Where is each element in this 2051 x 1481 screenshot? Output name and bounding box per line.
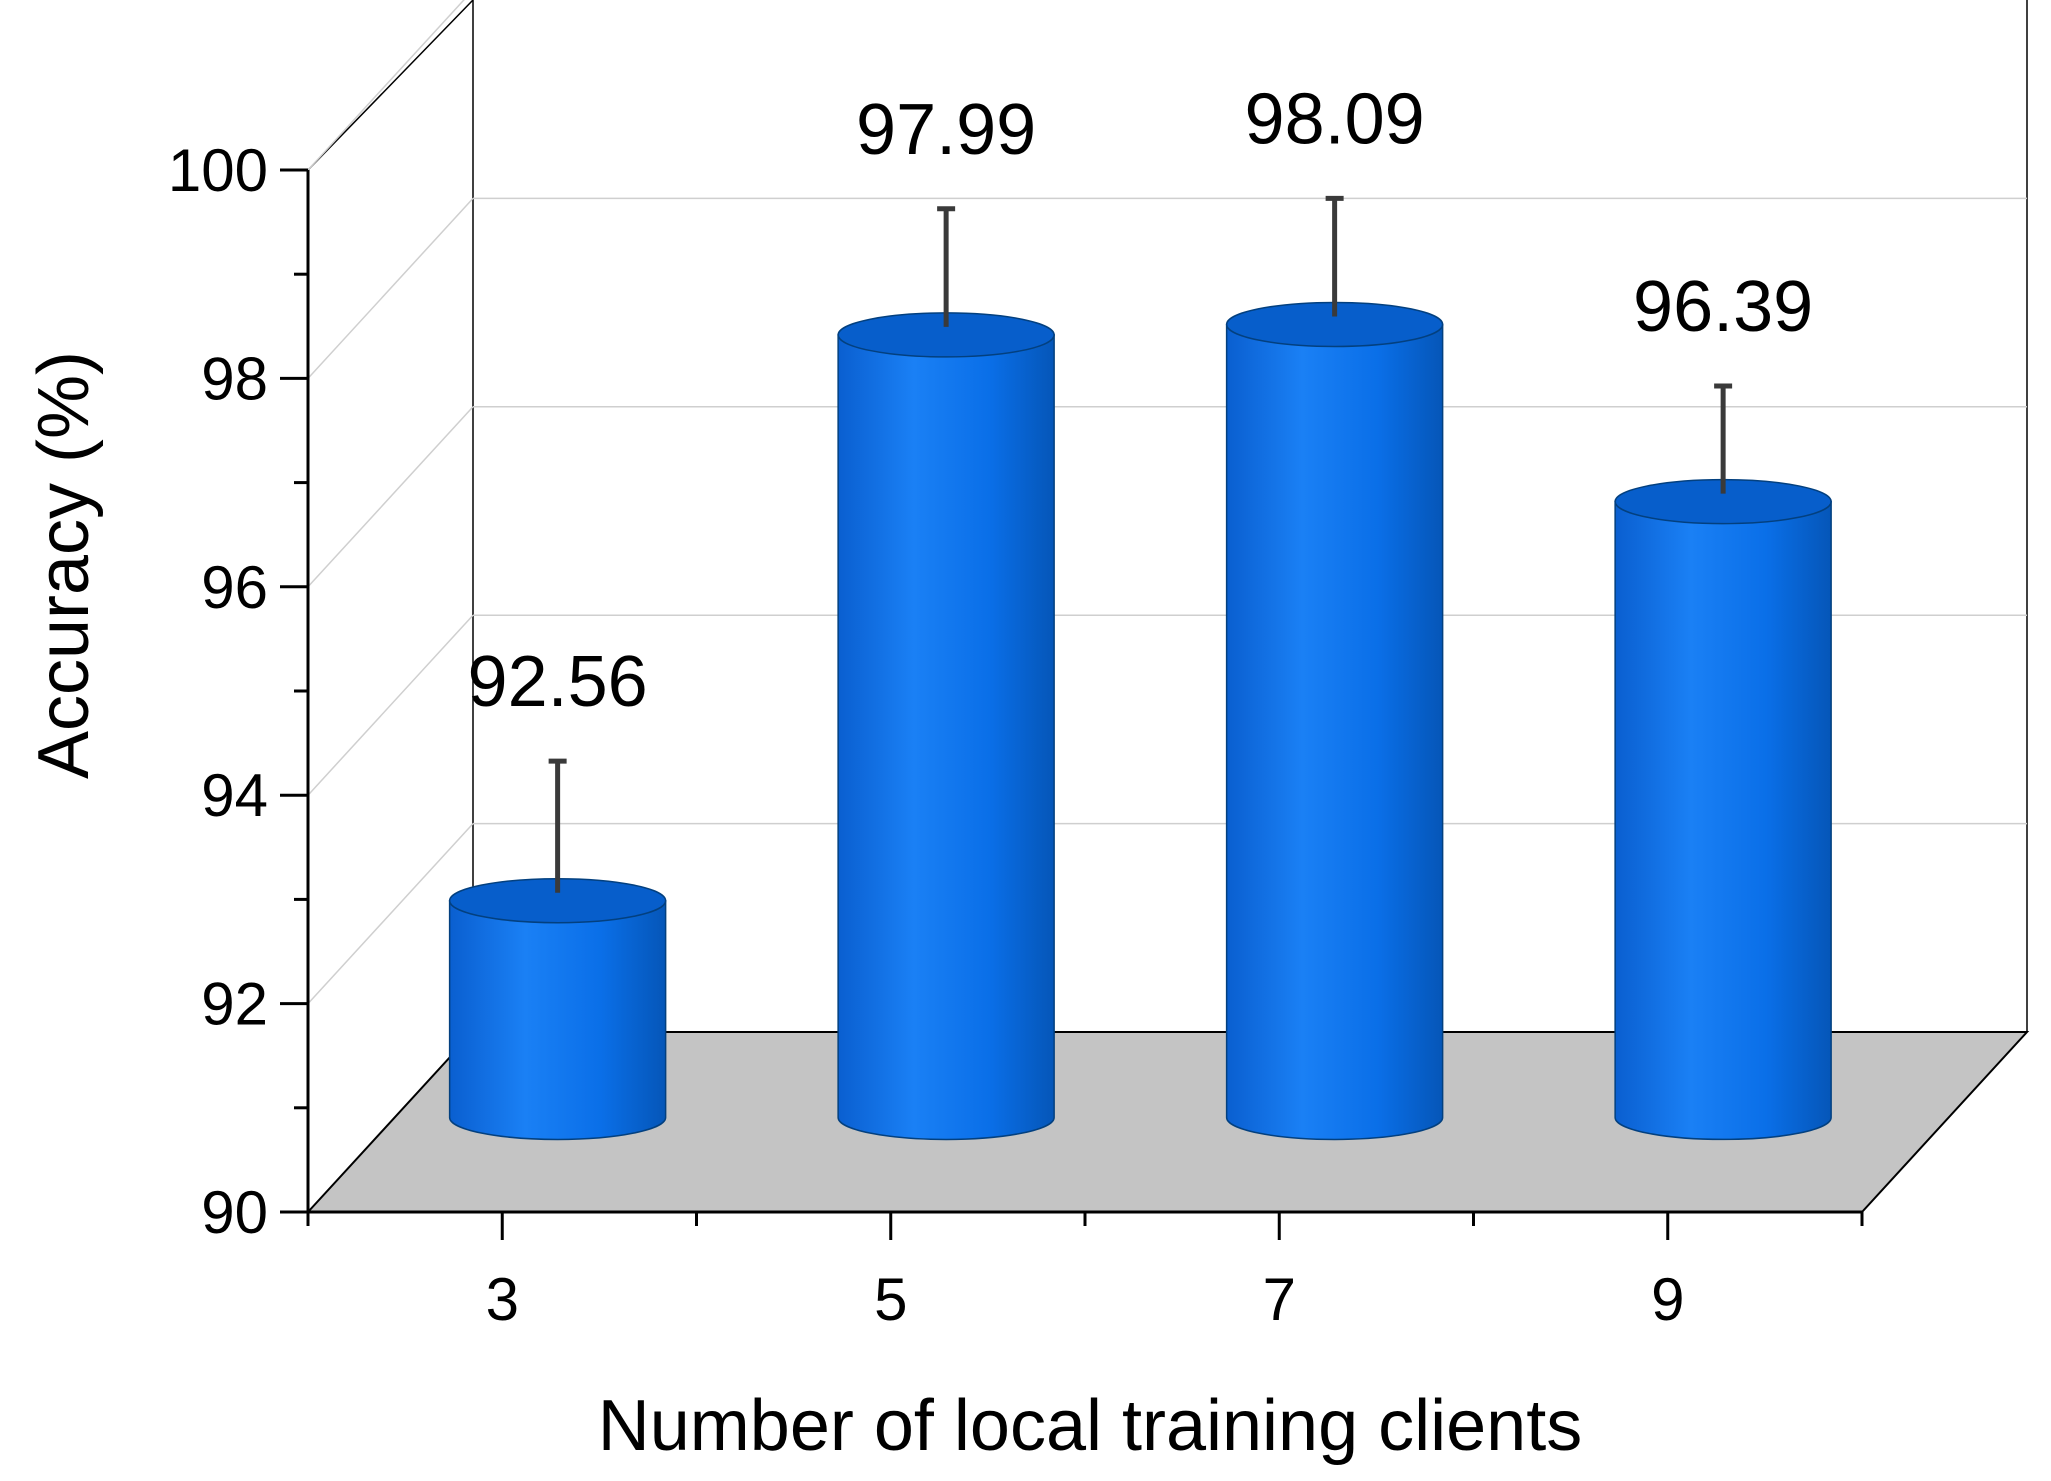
gridline-side: [307, 614, 474, 796]
y-tick-label: 96: [201, 554, 268, 621]
bar-body: [837, 334, 1055, 1141]
gridline-side: [307, 406, 474, 588]
gridline-side: [307, 0, 465, 171]
data-label: 92.56: [468, 642, 648, 722]
x-tick-label: 3: [486, 1266, 519, 1333]
bar-7: 98.09: [1225, 79, 1444, 1141]
bars: 92.56 97.99 98.09 96.39: [448, 79, 1832, 1141]
data-label: 98.09: [1245, 79, 1425, 159]
axes: 90 92 94 96 98 100 3 5 7 9: [168, 137, 1864, 1333]
y-tick-label: 90: [201, 1179, 268, 1246]
bar-3: 92.56: [448, 642, 667, 1141]
x-tick-label: 7: [1263, 1266, 1296, 1333]
top-left-edge: [307, 0, 474, 171]
data-label: 97.99: [856, 90, 1036, 170]
gridline-side: [307, 197, 474, 379]
bar-9: 96.39: [1614, 267, 1832, 1141]
data-label: 96.39: [1633, 267, 1813, 347]
x-tick-label: 5: [874, 1266, 907, 1333]
y-tick-label: 92: [201, 971, 268, 1038]
back-wall-outline: [472, 0, 2028, 1032]
y-tick-label: 98: [201, 345, 268, 412]
y-axis-title: Accuracy (%): [24, 351, 104, 779]
bar-body: [448, 899, 667, 1141]
x-axis-title: Number of local training clients: [598, 1386, 1582, 1466]
bar-5: 97.99: [837, 90, 1055, 1141]
bar-body: [1614, 500, 1832, 1141]
bar-body: [1225, 323, 1444, 1141]
gridline-side: [307, 823, 474, 1005]
y-tick-label: 100: [168, 137, 268, 204]
x-tick-label: 9: [1651, 1266, 1684, 1333]
y-tick-label: 94: [201, 762, 268, 829]
